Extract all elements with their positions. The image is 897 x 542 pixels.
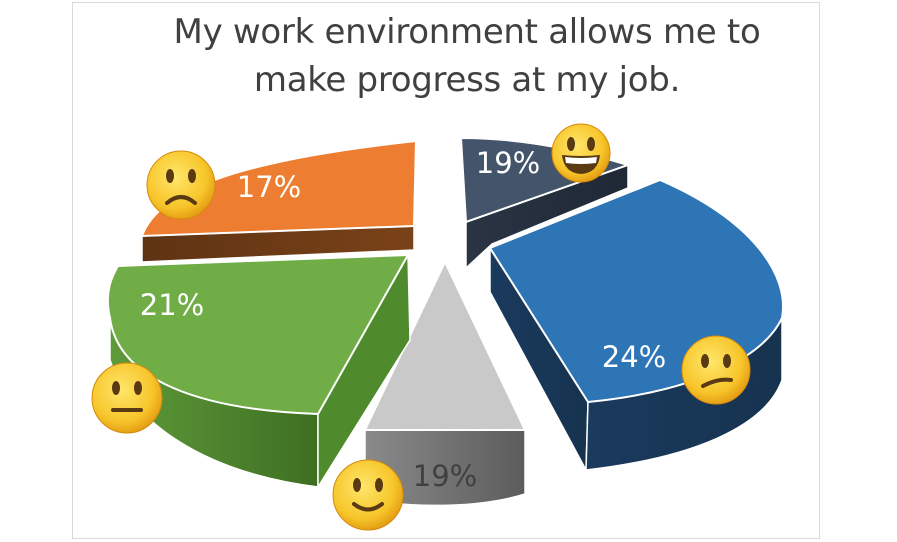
slice-label-2: 19% (413, 459, 477, 493)
pie-slice-2 (363, 259, 527, 507)
slice-label-1: 24% (602, 340, 666, 374)
grinning-face-icon (551, 123, 611, 183)
confused-face-icon (681, 335, 751, 405)
chart-title-line-2: make progress at my job. (253, 60, 681, 100)
slightly-smiling-face-icon (332, 459, 404, 531)
chart-title: My work environment allows me to make pr… (72, 8, 862, 104)
slice-label-3: 21% (140, 288, 204, 322)
neutral-face-icon (91, 362, 163, 434)
pie-slice-4 (140, 139, 418, 263)
slice-label-0: 19% (476, 146, 540, 180)
pie-slice-4-top (140, 139, 418, 238)
slice-label-4: 17% (237, 170, 301, 204)
pie-slice-3 (106, 252, 411, 490)
frowning-face-icon (146, 150, 216, 220)
pie-slice-3-top (106, 253, 410, 416)
chart-title-line-1: My work environment allows me to (173, 12, 761, 52)
